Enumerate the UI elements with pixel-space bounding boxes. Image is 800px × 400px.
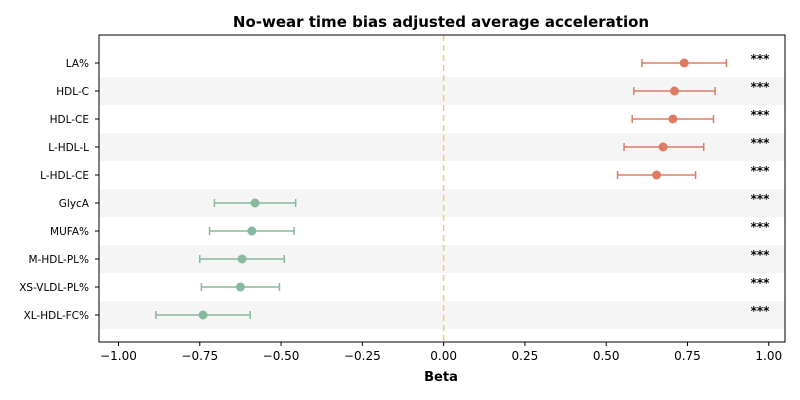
estimate-point [198, 310, 208, 320]
y-tick-label: HDL-CE [50, 114, 89, 126]
x-tick-label: 0.25 [512, 349, 539, 363]
significance-label: *** [751, 136, 771, 150]
y-tick-label: LA% [66, 58, 89, 70]
x-tick-label: −0.75 [181, 349, 218, 363]
y-tick-label: XL-HDL-FC% [24, 310, 89, 322]
significance-label: *** [751, 248, 771, 262]
x-tick-label: 0.50 [593, 349, 620, 363]
significance-label: *** [751, 80, 771, 94]
y-tick-label: GlycA [59, 198, 90, 210]
estimate-point [669, 86, 679, 96]
y-tick-label: HDL-C [56, 86, 89, 98]
y-tick-label: L-HDL-L [48, 142, 89, 154]
chart-title: No-wear time bias adjusted average accel… [233, 13, 649, 31]
significance-label: *** [751, 304, 771, 318]
significance-label: *** [751, 220, 771, 234]
significance-label: *** [751, 276, 771, 290]
x-axis-label: Beta [424, 370, 458, 385]
x-tick-label: 0.00 [430, 349, 457, 363]
x-tick-label: −0.50 [263, 349, 300, 363]
estimates [155, 58, 728, 320]
x-axis: −1.00 −0.75 −0.50 −0.25 0.00 0.25 0.50 0.75 1.00 [100, 342, 782, 363]
x-tick-label: −1.00 [100, 349, 137, 363]
estimate-point [250, 198, 260, 208]
significance-label: *** [751, 52, 771, 66]
estimate-point [668, 114, 678, 124]
significance-label: *** [751, 164, 771, 178]
estimate-point [658, 142, 668, 152]
y-tick-label: MUFA% [50, 226, 89, 238]
significance-label: *** [751, 192, 771, 206]
y-axis: LA% HDL-C HDL-CE L-HDL-L L-HDL-CE GlycA MUFA% M… [19, 58, 99, 322]
estimate-point [235, 282, 245, 292]
y-tick-label: XS-VLDL-PL% [19, 282, 89, 294]
estimate-point [237, 254, 247, 264]
estimate-point [247, 226, 257, 236]
plot-frame [98, 34, 786, 343]
significance-labels: *** *** *** *** *** *** *** *** *** *** [751, 52, 771, 318]
significance-label: *** [751, 108, 771, 122]
y-tick-label: M-HDL-PL% [29, 254, 89, 266]
x-tick-label: 1.00 [755, 349, 782, 363]
x-tick-label: −0.25 [344, 349, 381, 363]
row-bands [99, 77, 785, 329]
estimate-point [652, 170, 662, 180]
row-band [99, 189, 785, 217]
x-tick-label: 0.75 [674, 349, 701, 363]
y-tick-label: L-HDL-CE [40, 170, 89, 182]
estimate-point [679, 58, 689, 68]
